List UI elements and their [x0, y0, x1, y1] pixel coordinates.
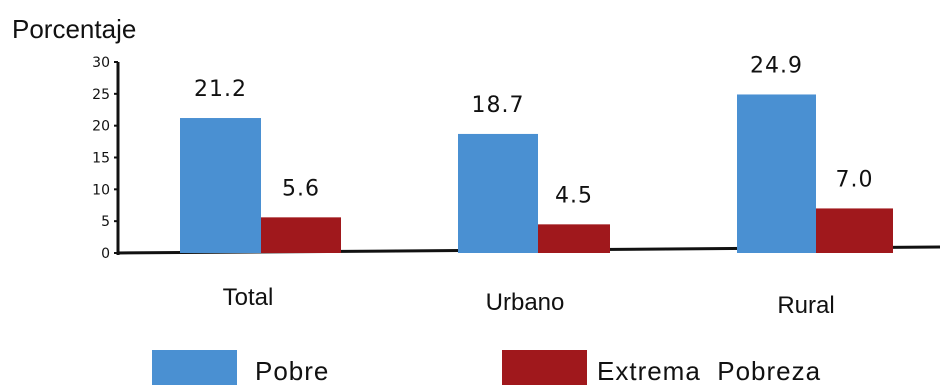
legend: Pobre Extrema Pobreza — [152, 350, 821, 385]
y-tick-label: 0 — [101, 246, 110, 262]
data-label: 7.0 — [836, 167, 874, 192]
category-labels: Total Urbano Rural — [223, 284, 835, 319]
bar-pobre-total — [180, 118, 261, 253]
y-tick-label: 25 — [92, 87, 110, 103]
y-axis-ticks: 0 5 10 15 20 25 30 — [92, 55, 118, 262]
bar-pobre-urbano — [458, 133, 538, 253]
y-axis-label: Porcentaje — [12, 14, 136, 44]
data-label: 4.5 — [555, 183, 593, 208]
y-tick-label: 10 — [92, 182, 110, 198]
legend-label-pobre: Pobre — [255, 356, 329, 385]
category-label-rural: Rural — [777, 292, 834, 319]
category-label-urbano: Urbano — [486, 289, 565, 316]
bar-extrema-pobreza-rural — [816, 208, 893, 253]
y-tick-label: 5 — [101, 214, 110, 230]
data-label: 24.9 — [750, 53, 803, 78]
legend-swatch-pobre — [152, 350, 237, 385]
y-tick-label: 30 — [92, 55, 110, 71]
bar-extrema-pobreza-urbano — [538, 224, 610, 253]
bar-extrema-pobreza-total — [261, 217, 341, 253]
data-label: 18.7 — [472, 93, 525, 118]
bar-pobre-rural — [737, 94, 816, 253]
value-labels: 21.2 5.6 18.7 4.5 24.9 7.0 — [194, 53, 874, 208]
y-tick-label: 15 — [92, 151, 110, 167]
category-label-total: Total — [223, 284, 274, 311]
bars — [180, 94, 893, 253]
legend-label-extrema-pobreza: Extrema Pobreza — [597, 356, 821, 385]
y-tick-label: 20 — [92, 119, 110, 135]
data-label: 21.2 — [194, 77, 247, 102]
data-label: 5.6 — [282, 176, 320, 201]
legend-swatch-extrema-pobreza — [502, 350, 587, 385]
